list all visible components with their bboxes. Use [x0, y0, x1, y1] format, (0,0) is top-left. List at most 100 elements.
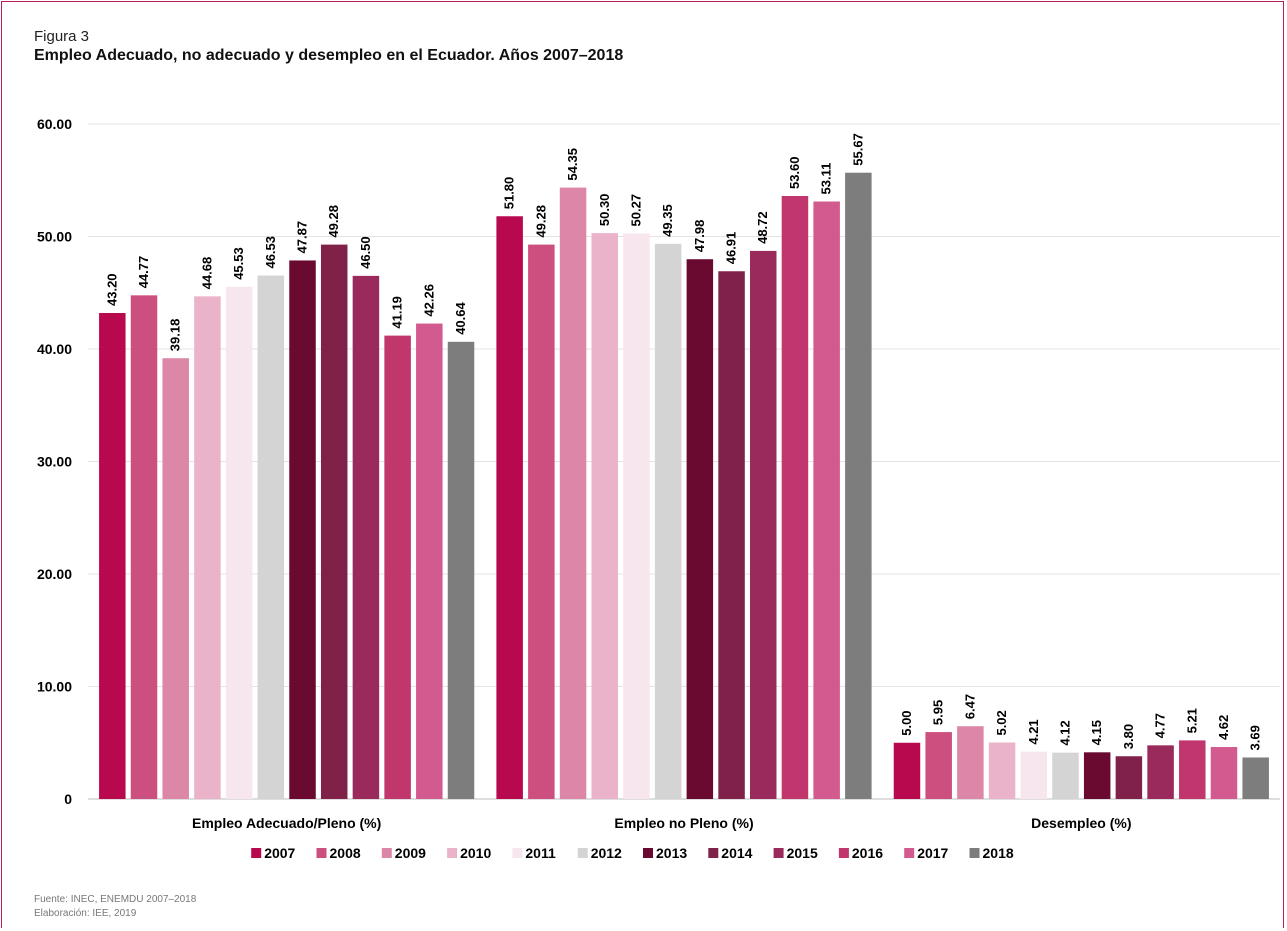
bar-2017-0	[416, 323, 443, 799]
data-label: 5.00	[899, 710, 914, 735]
legend-swatch	[773, 848, 784, 858]
legend-item: 2015	[773, 845, 818, 861]
data-label: 53.60	[787, 156, 802, 189]
footer: Fuente: INEC, ENEMDU 2007–2018 Elaboraci…	[34, 893, 196, 921]
bar-2016-1	[781, 196, 809, 799]
legend-item: 2017	[904, 845, 949, 861]
bar-2010-1	[591, 233, 618, 799]
legend-label: 2009	[395, 845, 426, 861]
data-label: 55.67	[850, 133, 865, 166]
legend-swatch	[381, 848, 392, 858]
legend-swatch	[577, 848, 588, 858]
legend-item: 2012	[577, 845, 622, 861]
y-tick-label: 0	[64, 791, 72, 807]
bar-2015-2	[1147, 745, 1174, 799]
data-label: 46.50	[358, 236, 373, 269]
legend-item: 2016	[838, 845, 883, 861]
legend-label: 2012	[591, 845, 622, 861]
legend-item: 2008	[316, 845, 361, 861]
legend-item: 2018	[969, 845, 1014, 861]
bars	[99, 172, 1269, 800]
bar-2010-2	[988, 742, 1016, 799]
data-label: 51.80	[502, 177, 517, 210]
legend-swatch	[708, 848, 719, 858]
y-tick-label: 30.00	[37, 454, 72, 470]
legend-label: 2008	[330, 845, 361, 861]
y-tick-label: 40.00	[37, 341, 72, 357]
bar-2009-1	[559, 187, 587, 799]
legend-label: 2015	[787, 845, 818, 861]
bar-2017-2	[1210, 747, 1238, 799]
bar-2018-1	[845, 172, 872, 799]
bar-2013-1	[686, 259, 714, 800]
bar-2008-1	[528, 244, 555, 800]
data-label: 4.15	[1089, 720, 1104, 745]
data-label: 49.35	[660, 204, 675, 237]
y-tick-label: 50.00	[37, 229, 72, 245]
data-label: 53.11	[819, 163, 834, 195]
legend: 2007 2008 2009 2010 2011 2012 2013 2014 2015 2016…	[251, 845, 1014, 861]
data-label: 4.21	[1026, 719, 1041, 744]
data-label: 5.21	[1184, 708, 1199, 733]
legend-item: 2011	[512, 845, 556, 861]
data-label: 4.77	[1153, 713, 1168, 738]
bar-2017-1	[813, 201, 840, 799]
y-tick-label: 10.00	[37, 679, 72, 695]
data-label: 47.87	[295, 221, 310, 254]
data-label: 4.12	[1057, 720, 1072, 745]
data-label: 40.64	[453, 301, 468, 334]
legend-item: 2013	[643, 845, 687, 861]
data-label: 42.26	[421, 284, 436, 317]
legend-item: 2009	[381, 845, 426, 861]
data-label: 46.91	[724, 232, 739, 265]
category-label: Desempleo (%)	[1031, 815, 1131, 831]
bar-2013-2	[1083, 752, 1111, 799]
data-labels: 43.20 44.77 39.18 44.68 45.53 46.53 47.87 49.28…	[104, 133, 1262, 750]
data-label: 54.35	[565, 148, 580, 181]
source-note: Fuente: INEC, ENEMDU 2007–2018	[34, 894, 197, 905]
y-tick-label: 20.00	[37, 566, 72, 582]
legend-swatch	[316, 848, 327, 858]
data-label: 5.95	[931, 700, 946, 725]
legend-label: 2017	[917, 845, 948, 861]
bar-2018-0	[447, 341, 475, 799]
legend-item: 2010	[447, 845, 491, 861]
data-label: 48.72	[755, 211, 770, 244]
elaboration-note: Elaboración: IEE, 2019	[34, 908, 137, 919]
data-label: 5.02	[994, 710, 1009, 735]
bar-2015-1	[750, 250, 777, 799]
bar-2008-2	[925, 732, 952, 799]
bar-2011-1	[623, 233, 650, 799]
data-label: 49.28	[533, 205, 548, 238]
bar-2007-0	[99, 313, 126, 799]
legend-label: 2011	[525, 845, 556, 861]
data-label: 44.77	[136, 256, 151, 289]
data-label: 4.62	[1216, 715, 1231, 740]
figure-label: Figura 3	[34, 28, 90, 45]
bar-2018-2	[1242, 757, 1269, 799]
legend-label: 2014	[721, 845, 752, 861]
data-label: 6.47	[962, 694, 977, 719]
gridlines	[88, 123, 1280, 800]
legend-swatch	[838, 848, 849, 858]
legend-swatch	[251, 848, 262, 858]
legend-label: 2013	[656, 845, 687, 861]
data-label: 46.53	[263, 236, 278, 269]
bar-2011-0	[225, 286, 253, 800]
data-label: 39.18	[168, 319, 183, 352]
data-label: 50.27	[628, 194, 643, 227]
bar-2014-1	[718, 271, 745, 799]
legend-swatch	[904, 848, 915, 858]
data-label: 49.28	[326, 205, 341, 238]
data-label: 43.20	[104, 273, 119, 306]
y-axis: 0 10.00 20.00 30.00 40.00 50.00 60.00	[37, 116, 72, 807]
legend-label: 2007	[264, 845, 295, 861]
bar-2016-0	[384, 335, 411, 799]
x-axis: Empleo Adecuado/Pleno (%) Empleo no Pleno…	[192, 815, 1131, 831]
bar-2008-0	[130, 295, 158, 799]
y-tick-label: 60.00	[37, 116, 72, 132]
bar-2011-2	[1020, 751, 1048, 799]
bar-2014-0	[320, 244, 348, 800]
legend-label: 2016	[852, 845, 883, 861]
